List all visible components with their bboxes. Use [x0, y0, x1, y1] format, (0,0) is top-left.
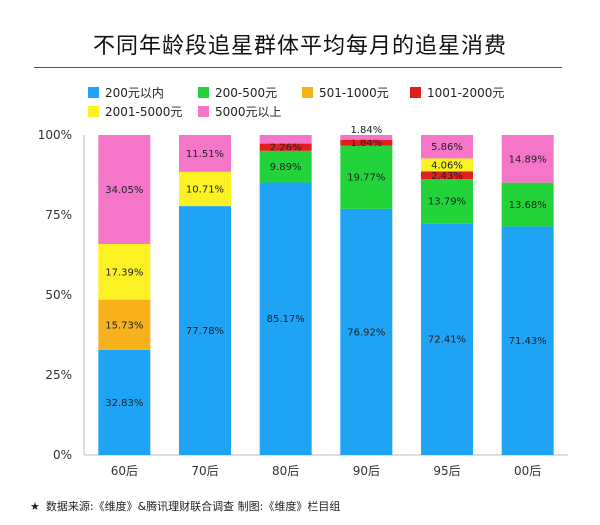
legend-swatch — [88, 106, 99, 117]
data-label: 76.92% — [347, 327, 385, 338]
legend-label: 501-1000元 — [319, 86, 389, 100]
data-label: 34.05% — [105, 185, 143, 196]
legend-item: 1001-2000元 — [410, 84, 504, 101]
legend-label: 200元以内 — [105, 86, 164, 100]
data-label: 2.26% — [270, 143, 302, 154]
legend-swatch — [88, 87, 99, 98]
title-divider — [34, 67, 562, 68]
bar-segment — [98, 299, 151, 350]
y-tick-label: 100% — [38, 128, 72, 142]
y-tick-label: 25% — [45, 368, 72, 382]
legend-item: 200-500元 — [198, 84, 277, 101]
legend-item: 200元以内 — [88, 84, 164, 101]
legend-swatch — [198, 87, 209, 98]
data-label: 4.06% — [431, 160, 463, 171]
legend-item: 501-1000元 — [302, 84, 389, 101]
annotation-label: 1.84% — [350, 125, 382, 136]
bar-segment — [421, 179, 473, 224]
data-label: 77.78% — [186, 326, 224, 337]
data-label: 17.39% — [105, 267, 143, 278]
bar-segment — [98, 135, 151, 244]
bar-segment — [179, 135, 231, 172]
bar-segment — [259, 150, 312, 183]
bar-segment — [340, 139, 393, 146]
x-tick-label: 95后 — [433, 464, 460, 478]
star-icon: ★ — [30, 500, 40, 513]
data-label: 11.51% — [186, 149, 224, 160]
bar-segment — [259, 135, 312, 144]
bar-segment — [259, 143, 312, 151]
stacked-bar-plot: 0% 25% 50% 75% 100% 32.83% 15.73% 17.39% 34.05% 6… — [38, 125, 568, 478]
data-label: 2.43% — [431, 171, 463, 182]
bar-segment — [340, 135, 393, 140]
data-label: 13.79% — [428, 197, 466, 208]
x-tick-label: 00后 — [514, 464, 541, 478]
data-label: 19.77% — [347, 173, 385, 184]
data-label: 10.71% — [186, 184, 224, 195]
data-label: 14.89% — [509, 154, 547, 165]
bar-segment — [179, 171, 231, 207]
data-label: 32.83% — [105, 398, 143, 409]
data-label: 85.17% — [267, 314, 305, 325]
bar-segment — [98, 349, 151, 455]
legend-label: 1001-2000元 — [427, 86, 505, 100]
bar-segment — [501, 182, 554, 227]
source-footer: ★ 数据来源:《维度》&腾讯理财联合调查 制图:《维度》栏目组 — [30, 498, 340, 514]
x-tick-label: 80后 — [272, 464, 299, 478]
bar-segment — [421, 223, 473, 455]
bar-segment — [179, 206, 231, 455]
bar-segment — [98, 243, 151, 300]
legend-item: 2001-5000元 — [88, 103, 182, 120]
bar-segment — [421, 171, 473, 180]
legend-label: 2001-5000元 — [105, 105, 183, 119]
source-text: 数据来源:《维度》&腾讯理财联合调查 制图:《维度》栏目组 — [45, 500, 341, 513]
legend-swatch — [198, 106, 209, 117]
legend-item: 5000元以上 — [198, 103, 282, 120]
data-label: 13.68% — [509, 200, 547, 211]
x-tick-label: 90后 — [353, 464, 380, 478]
legend-swatch — [302, 87, 313, 98]
data-label: 71.43% — [509, 336, 547, 347]
legend-label: 200-500元 — [215, 86, 278, 100]
chart-title: 不同年龄段追星群体平均每月的追星消费 — [92, 34, 507, 59]
data-label: 72.41% — [428, 335, 466, 346]
data-label: 5.86% — [431, 142, 463, 153]
y-tick-label: 75% — [45, 208, 72, 222]
x-tick-label: 70后 — [191, 464, 218, 478]
legend-swatch — [410, 87, 421, 98]
data-label: 9.89% — [270, 162, 302, 173]
bar-segment — [340, 208, 393, 455]
x-tick-label: 60后 — [111, 464, 138, 478]
bar-segment — [421, 158, 473, 172]
bar-segment — [501, 226, 554, 455]
bar-segment — [259, 182, 312, 455]
bar-segment — [340, 145, 393, 209]
legend-label: 5000元以上 — [215, 105, 282, 119]
bar-segment — [501, 135, 554, 183]
chart-card: 不同年龄段追星群体平均每月的追星消费 200元以内 200-500元 501-1… — [8, 0, 592, 525]
data-label: 15.73% — [105, 320, 143, 331]
data-label: 1.84% — [350, 138, 382, 149]
y-tick-label: 50% — [45, 288, 72, 302]
bar-segment — [421, 135, 473, 159]
y-tick-label: 0% — [53, 448, 72, 462]
